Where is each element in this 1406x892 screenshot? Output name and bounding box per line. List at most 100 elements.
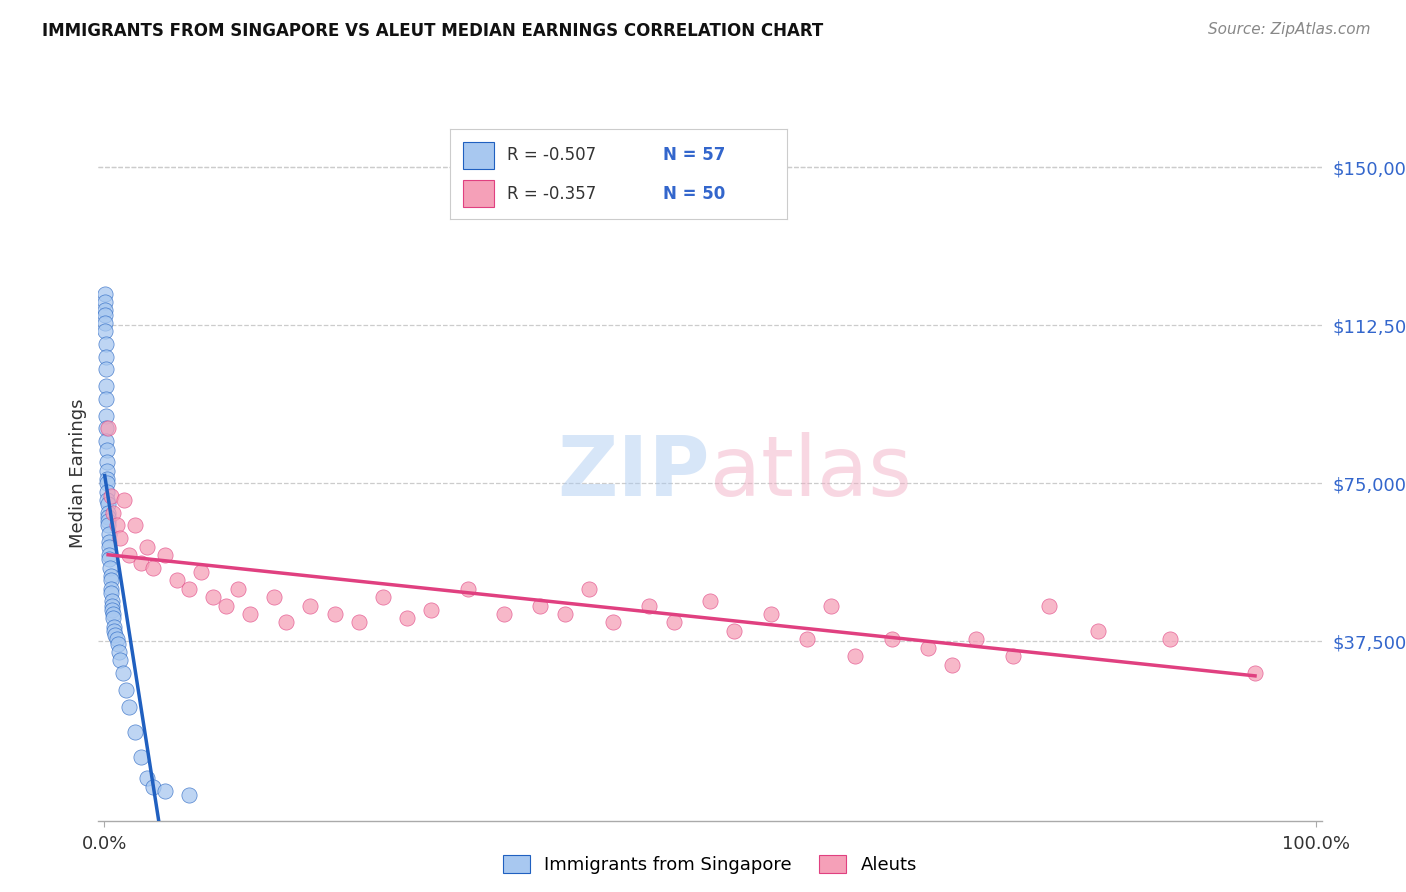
Point	[94, 350, 117, 364]
Point	[179, 582, 201, 596]
Point	[100, 569, 122, 583]
Point	[226, 582, 249, 596]
Point	[941, 657, 963, 672]
Point	[100, 582, 122, 596]
Point	[118, 548, 141, 562]
Point	[96, 464, 118, 478]
Text: IMMIGRANTS FROM SINGAPORE VS ALEUT MEDIAN EARNINGS CORRELATION CHART: IMMIGRANTS FROM SINGAPORE VS ALEUT MEDIA…	[42, 22, 824, 40]
Point	[966, 632, 988, 647]
Point	[107, 636, 129, 650]
Point	[96, 421, 118, 435]
Point	[98, 535, 121, 549]
Text: ZIP: ZIP	[558, 433, 710, 513]
Point	[759, 607, 782, 621]
Point	[96, 434, 118, 449]
FancyBboxPatch shape	[464, 180, 494, 207]
Point	[1244, 666, 1267, 681]
Legend: Immigrants from Singapore, Aleuts: Immigrants from Singapore, Aleuts	[496, 847, 924, 881]
Point	[94, 337, 117, 351]
Point	[276, 615, 298, 630]
Point	[96, 493, 118, 508]
Point	[94, 362, 117, 376]
Point	[104, 628, 127, 642]
Point	[662, 615, 685, 630]
Point	[118, 699, 141, 714]
Y-axis label: Median Earnings: Median Earnings	[69, 398, 87, 548]
Point	[115, 682, 138, 697]
Point	[179, 789, 201, 803]
Point	[602, 615, 624, 630]
Point	[94, 325, 117, 339]
Point	[1087, 624, 1109, 638]
Point	[100, 599, 122, 613]
Point	[108, 645, 131, 659]
Point	[347, 615, 370, 630]
Point	[94, 303, 117, 318]
Point	[97, 514, 120, 528]
Point	[396, 611, 419, 625]
Point	[323, 607, 346, 621]
Point	[420, 603, 443, 617]
Point	[638, 599, 661, 613]
Text: R = -0.507: R = -0.507	[508, 146, 596, 164]
Point	[97, 421, 120, 435]
Point	[100, 489, 122, 503]
Text: R = -0.357: R = -0.357	[508, 185, 596, 202]
Point	[94, 308, 117, 322]
Point	[94, 295, 117, 310]
Point	[494, 607, 516, 621]
Point	[153, 784, 176, 798]
Point	[153, 548, 176, 562]
Point	[796, 632, 818, 647]
Point	[96, 472, 118, 486]
Point	[96, 442, 118, 457]
Point	[699, 594, 721, 608]
Point	[97, 506, 120, 520]
Point	[96, 497, 118, 511]
Point	[101, 506, 124, 520]
Point	[239, 607, 262, 621]
Point	[110, 531, 132, 545]
Point	[263, 590, 285, 604]
Point	[1159, 632, 1181, 647]
Point	[100, 574, 122, 588]
Point	[94, 379, 117, 393]
Point	[110, 653, 132, 667]
Point	[101, 607, 124, 621]
Point	[100, 586, 122, 600]
Point	[98, 552, 121, 566]
Point	[129, 750, 152, 764]
Point	[112, 493, 135, 508]
Point	[880, 632, 903, 647]
Text: Source: ZipAtlas.com: Source: ZipAtlas.com	[1208, 22, 1371, 37]
Point	[142, 780, 165, 794]
Point	[98, 560, 121, 574]
Point	[103, 620, 125, 634]
FancyBboxPatch shape	[464, 142, 494, 169]
Point	[98, 548, 121, 562]
Point	[105, 518, 128, 533]
Point	[844, 649, 866, 664]
Point	[299, 599, 322, 613]
Point	[98, 540, 121, 554]
Point	[554, 607, 576, 621]
Point	[93, 286, 115, 301]
Text: N = 50: N = 50	[662, 185, 724, 202]
Point	[723, 624, 745, 638]
Point	[166, 574, 188, 588]
Point	[100, 594, 122, 608]
Point	[917, 640, 939, 655]
Point	[97, 518, 120, 533]
Point	[96, 476, 118, 491]
Point	[96, 409, 118, 423]
Text: atlas: atlas	[710, 433, 911, 513]
Point	[97, 510, 120, 524]
Point	[96, 484, 118, 499]
Point	[124, 518, 146, 533]
Point	[103, 624, 125, 638]
Point	[135, 540, 157, 554]
Point	[529, 599, 551, 613]
Text: N = 57: N = 57	[662, 146, 725, 164]
Point	[101, 611, 124, 625]
Point	[111, 666, 134, 681]
